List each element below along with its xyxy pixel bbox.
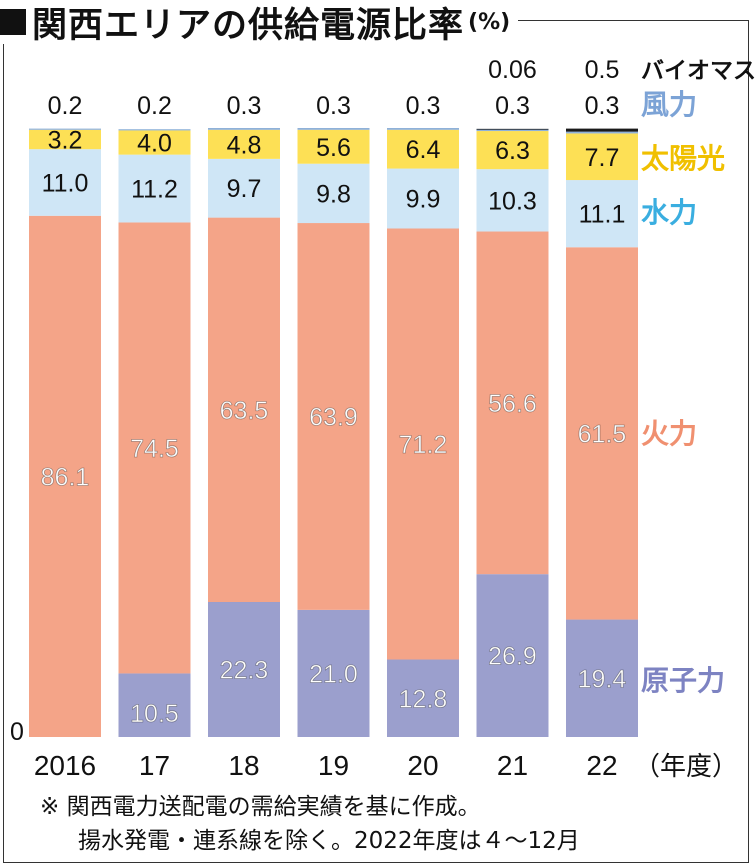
legend-label: 原子力 bbox=[641, 665, 725, 696]
data-label-biomass: 0.5 bbox=[585, 56, 620, 84]
data-label: 26.9 bbox=[488, 643, 537, 671]
bar-segment bbox=[297, 129, 370, 164]
x-tick-label: 19 bbox=[318, 750, 349, 781]
chart-unit: (%) bbox=[468, 9, 511, 35]
data-label: 4.8 bbox=[227, 131, 262, 159]
bar-segment bbox=[566, 131, 638, 134]
bar-segment bbox=[566, 128, 638, 132]
title-square-icon bbox=[0, 9, 26, 35]
data-label-wind: 0.3 bbox=[495, 92, 530, 120]
data-label-wind: 0.2 bbox=[48, 92, 83, 120]
bar-segment bbox=[208, 129, 280, 159]
bar-segment bbox=[297, 163, 370, 224]
legend-label: 火力 bbox=[641, 418, 697, 449]
data-label-wind: 0.2 bbox=[137, 92, 172, 120]
bar-segment bbox=[118, 154, 191, 223]
x-tick-label: 21 bbox=[497, 750, 528, 781]
bar-segment bbox=[29, 129, 101, 150]
bar-segment bbox=[29, 128, 101, 130]
data-label: 3.2 bbox=[48, 127, 83, 155]
data-label: 10.5 bbox=[130, 700, 179, 728]
bar-segment bbox=[118, 129, 191, 131]
bar-segment bbox=[118, 222, 191, 674]
data-label: 86.1 bbox=[41, 463, 90, 491]
bar-segment bbox=[118, 673, 191, 737]
bar-segment bbox=[566, 180, 638, 248]
x-tick-label: 2016 bbox=[34, 750, 96, 781]
bar-segment bbox=[566, 247, 638, 620]
x-tick-label: 18 bbox=[228, 750, 259, 781]
footnote-line-1: ※ 関西電力送配電の需給実績を基に作成。 bbox=[40, 794, 481, 820]
data-label: 11.2 bbox=[131, 176, 178, 204]
bar-segment bbox=[29, 215, 101, 738]
bar-segment bbox=[476, 131, 549, 170]
data-label: 19.4 bbox=[578, 665, 627, 693]
chart-title: 関西エリアの供給電源比率 bbox=[32, 5, 465, 46]
data-label: 56.6 bbox=[488, 390, 537, 418]
data-label: 21.0 bbox=[309, 660, 358, 688]
bar-segment bbox=[476, 129, 549, 132]
data-label: 9.9 bbox=[406, 186, 441, 214]
legend-label: 水力 bbox=[641, 197, 697, 228]
bar-segment bbox=[297, 609, 370, 737]
data-label: 9.7 bbox=[227, 175, 262, 203]
bar-segment bbox=[387, 129, 459, 169]
bar-segment bbox=[476, 128, 549, 130]
bar-segment bbox=[387, 659, 459, 737]
data-label: 4.0 bbox=[137, 130, 172, 158]
data-label: 11.1 bbox=[579, 201, 626, 229]
legend-label: 太陽光 bbox=[641, 143, 725, 174]
data-label: 6.3 bbox=[495, 137, 530, 165]
y-zero-label: 0 bbox=[10, 718, 24, 746]
data-label-biomass: 0.06 bbox=[488, 56, 537, 84]
footnote: ※ 関西電力送配電の需給実績を基に作成。 揚水発電・連系線を除く。2022年度は… bbox=[40, 790, 740, 858]
legend-label: 風力 bbox=[641, 89, 697, 120]
data-label: 5.6 bbox=[316, 134, 351, 162]
bar-segment bbox=[208, 217, 280, 603]
bar-segment bbox=[208, 158, 280, 218]
bar-segment bbox=[387, 228, 459, 660]
bar-segment bbox=[29, 149, 101, 216]
data-label-wind: 0.3 bbox=[316, 92, 351, 120]
data-label: 11.0 bbox=[42, 169, 89, 197]
data-label: 74.5 bbox=[130, 435, 179, 463]
bar-segment bbox=[566, 133, 638, 181]
bar-segment bbox=[297, 128, 370, 130]
bar-segment bbox=[476, 574, 549, 737]
bar-segment bbox=[208, 128, 280, 130]
bar-segment bbox=[208, 602, 280, 737]
bar-segment bbox=[566, 619, 638, 737]
data-label: 7.7 bbox=[585, 144, 620, 172]
bar-segment bbox=[118, 130, 191, 155]
x-tick-label: 22 bbox=[586, 750, 617, 781]
x-tick-label: 17 bbox=[139, 750, 170, 781]
data-label: 9.8 bbox=[316, 180, 351, 208]
legend-label: バイオマス bbox=[641, 57, 755, 83]
data-label: 63.5 bbox=[220, 397, 269, 425]
data-label: 10.3 bbox=[488, 187, 537, 215]
data-label: 63.9 bbox=[309, 403, 358, 431]
data-label: 6.4 bbox=[406, 136, 441, 164]
bar-segment bbox=[297, 223, 370, 610]
x-tick-label: 20 bbox=[407, 750, 438, 781]
bar-segment bbox=[476, 231, 549, 575]
data-label: 61.5 bbox=[578, 420, 627, 448]
data-label-wind: 0.3 bbox=[585, 92, 620, 120]
data-label: 71.2 bbox=[399, 431, 448, 459]
bar-segment bbox=[476, 169, 549, 232]
data-label-wind: 0.3 bbox=[406, 92, 441, 120]
bar-segment bbox=[387, 168, 459, 229]
data-label-wind: 0.3 bbox=[227, 92, 262, 120]
title-bar: 関西エリアの供給電源比率 (%) bbox=[0, 0, 519, 46]
footnote-line-2: 揚水発電・連系線を除く。2022年度は４～12月 bbox=[78, 828, 580, 854]
x-unit-label: （年度） bbox=[634, 751, 738, 781]
bar-segment bbox=[387, 128, 459, 130]
data-label: 22.3 bbox=[220, 657, 269, 685]
data-label: 12.8 bbox=[399, 685, 448, 713]
